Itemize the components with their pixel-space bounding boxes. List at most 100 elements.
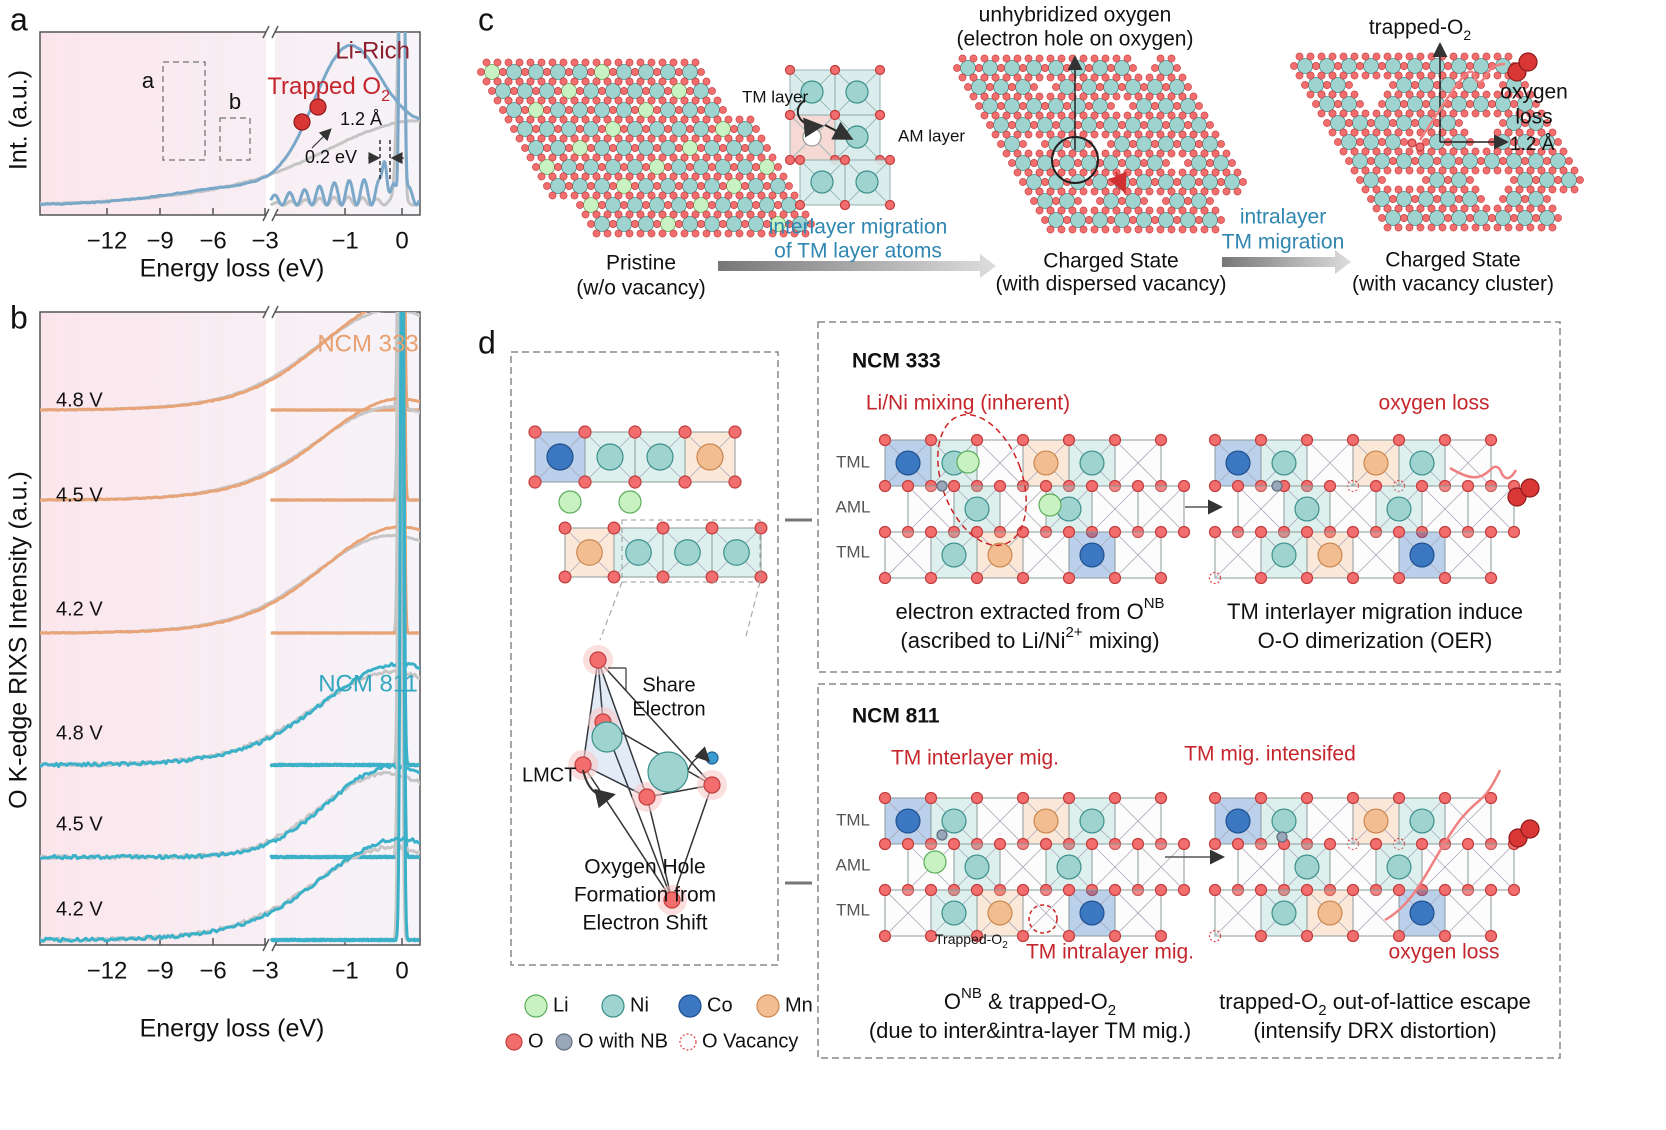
oxygen-atom <box>1554 138 1562 146</box>
oxygen-atom <box>537 134 546 143</box>
oxygen-atom <box>901 837 915 851</box>
metal-atom <box>594 178 610 194</box>
oxygen-atom <box>1323 479 1337 493</box>
oxygen-atom <box>1383 166 1392 175</box>
bond <box>1421 843 1469 891</box>
oxygen-atom <box>1134 168 1143 177</box>
metal-atom <box>1136 174 1152 190</box>
oxygen-atom <box>1411 119 1419 127</box>
metal-atom <box>660 140 676 156</box>
oxygen-atom <box>576 201 584 209</box>
metal-atom <box>737 159 753 175</box>
oxygen-atom <box>991 92 1000 101</box>
oxygen-atom <box>1222 149 1231 158</box>
oxygen-atom <box>986 121 994 129</box>
oxygen-atom <box>1013 54 1022 63</box>
oxygen-atom <box>1312 62 1320 70</box>
oxygen-atom <box>1346 929 1360 943</box>
oxygen-atom <box>702 210 711 219</box>
oxygen-atom <box>713 134 722 143</box>
oxygen-atom <box>1173 64 1181 72</box>
oxygen-atom <box>526 77 535 86</box>
oxygen-atom <box>728 425 742 439</box>
oxygen-atom <box>1101 149 1110 158</box>
oxygen-atom <box>719 182 727 190</box>
oxygen-atom <box>1134 225 1143 234</box>
panel-label: a <box>10 1 28 37</box>
legend-label: O with NB <box>578 1030 668 1052</box>
oxygen-atom <box>1339 128 1348 137</box>
oxygen-atom <box>1024 111 1033 120</box>
oxygen-atom <box>1570 166 1579 175</box>
x-tick-label: −6 <box>199 957 226 984</box>
oxygen-nb <box>1276 831 1288 843</box>
x-tick-label: −1 <box>331 227 358 254</box>
oxygen-atom <box>958 73 967 82</box>
oxygen-atom <box>1493 71 1502 80</box>
oxygen-atom <box>713 172 722 181</box>
oxygen-atom <box>691 172 700 181</box>
oxygen-atom <box>1460 109 1469 118</box>
oxygen-atom <box>656 570 670 584</box>
oxygen-atom <box>1085 102 1093 110</box>
oxygen-atom <box>991 111 1000 120</box>
oxygen-atom <box>532 163 540 171</box>
oxygen-atom <box>1145 92 1154 101</box>
oxygen-atom <box>691 58 700 67</box>
oxygen-atom <box>705 521 719 535</box>
oxygen-atom <box>1317 90 1326 99</box>
oxygen-atom <box>1206 159 1214 167</box>
oxygen-atom <box>1372 71 1381 80</box>
oxygen-atom <box>625 96 634 105</box>
oxygen-atom <box>1537 204 1546 213</box>
metal-atom <box>1385 210 1401 226</box>
oxygen-atom <box>1101 111 1110 120</box>
oxygen-atom <box>947 837 961 851</box>
metal-atom <box>647 751 689 793</box>
oxygen-atom <box>970 571 984 585</box>
oxygen-atom <box>1178 73 1187 82</box>
x-tick-label: −6 <box>199 227 226 254</box>
metal-atom <box>1319 96 1335 112</box>
oxygen-atom <box>1254 929 1268 943</box>
oxygen-atom <box>1422 214 1430 222</box>
oxygen-atom <box>1200 130 1209 139</box>
label: Li/Ni mixing (inherent) <box>866 392 1070 415</box>
oxygen-atom <box>625 191 634 200</box>
oxygen-atom <box>658 96 667 105</box>
label: TM migration <box>1222 231 1345 254</box>
oxygen-atom <box>1504 90 1513 99</box>
spectrum-curve <box>40 32 420 207</box>
oxygen-atom <box>1427 185 1436 194</box>
oxygen-atom <box>997 64 1005 72</box>
metal-atom <box>1418 77 1434 93</box>
oxygen-atom <box>1090 92 1099 101</box>
oxygen-atom <box>1151 216 1159 224</box>
label: AML <box>836 855 871 874</box>
oxygen-atom <box>691 210 700 219</box>
oxygen-atom <box>1208 791 1222 805</box>
oxygen-atom <box>874 109 886 121</box>
oxygen-atom <box>515 58 524 67</box>
oxygen-atom <box>642 125 650 133</box>
oxygen-atom <box>1156 225 1165 234</box>
metal-atom <box>1352 115 1368 131</box>
oxygen-atom <box>730 125 738 133</box>
oxygen-atom <box>669 77 678 86</box>
metal-atom <box>591 721 623 753</box>
oxygen-atom <box>1024 168 1033 177</box>
oxygen-atom <box>993 479 1007 493</box>
metal-atom <box>671 159 687 175</box>
oxygen-atom <box>1350 52 1359 61</box>
metal-atom <box>1191 117 1207 133</box>
metal-atom <box>748 178 764 194</box>
oxygen-atom <box>1016 433 1030 447</box>
oxygen-atom <box>1372 185 1381 194</box>
oxygen-atom <box>1039 479 1053 493</box>
oxygen-atom <box>1140 159 1148 167</box>
metal-atom <box>1147 155 1163 171</box>
oxygen-atom <box>592 229 601 238</box>
oxygen-atom <box>763 220 771 228</box>
oxygen-atom <box>1392 433 1406 447</box>
